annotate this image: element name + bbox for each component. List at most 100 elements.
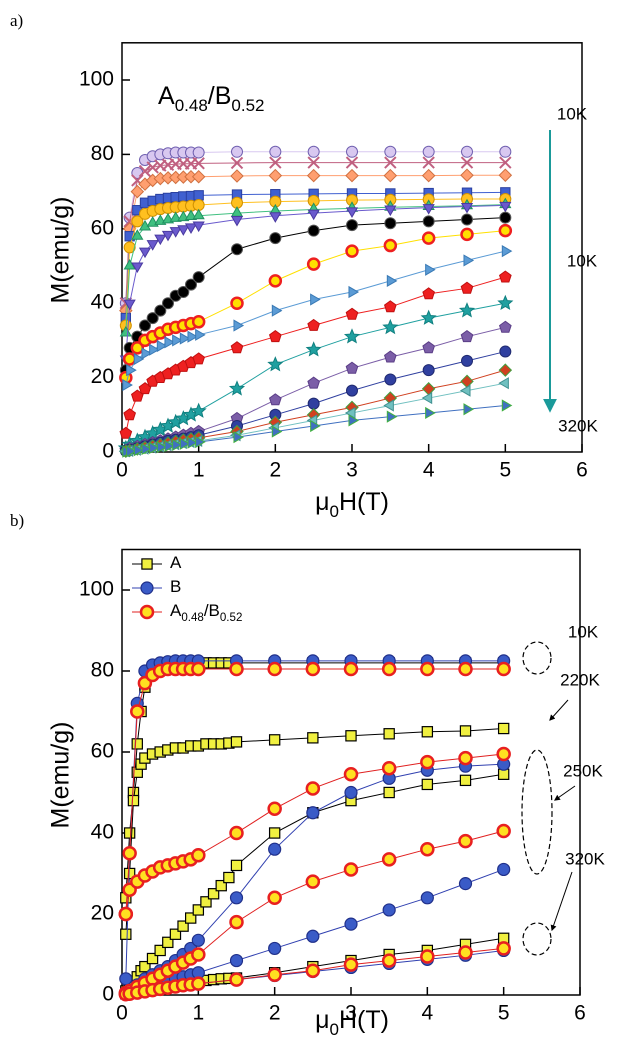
marker	[230, 341, 244, 354]
marker	[223, 871, 235, 884]
marker	[460, 374, 474, 389]
inset-label: A0.48/B0.52	[158, 82, 265, 115]
annotation: 220K	[560, 670, 600, 689]
series-line	[125, 230, 506, 378]
x-tick-label: 5	[498, 1002, 510, 1025]
y-tick-label: 0	[102, 983, 114, 1006]
marker	[269, 232, 282, 245]
marker	[345, 307, 359, 320]
legend: AB A0.48/B0.52	[132, 553, 242, 624]
pointer-group	[549, 699, 576, 932]
x-tick-label: 3	[346, 459, 358, 482]
marker	[348, 414, 360, 427]
marker	[123, 241, 136, 254]
marker	[162, 936, 174, 949]
marker	[169, 928, 182, 940]
marker	[172, 334, 183, 347]
marker	[306, 929, 320, 943]
marker	[185, 278, 197, 291]
marker	[156, 339, 168, 353]
marker	[271, 304, 283, 317]
marker	[460, 330, 474, 343]
marker	[420, 841, 435, 857]
marker	[458, 877, 473, 891]
y-tick-label: 100	[79, 68, 114, 91]
marker	[421, 231, 436, 245]
marker	[192, 157, 205, 170]
marker	[230, 859, 243, 872]
marker	[459, 384, 471, 397]
marker	[149, 441, 160, 455]
marker	[306, 257, 321, 271]
x-tick-label: 4	[421, 1002, 433, 1025]
marker	[207, 888, 220, 900]
marker	[193, 190, 204, 201]
y-tick-label: 40	[91, 291, 114, 314]
marker	[191, 976, 206, 991]
marker	[138, 247, 152, 259]
marker	[498, 363, 513, 377]
marker	[422, 287, 436, 300]
marker	[420, 891, 434, 905]
marker	[229, 661, 244, 677]
marker	[156, 441, 168, 454]
marker	[268, 274, 283, 288]
marker	[345, 207, 359, 218]
marker	[271, 425, 283, 438]
x-tick-label: 1	[193, 459, 205, 482]
marker	[498, 270, 512, 283]
marker	[161, 230, 175, 242]
marker	[230, 206, 244, 217]
marker	[177, 225, 190, 236]
marker	[230, 169, 244, 183]
marker	[179, 332, 191, 345]
marker	[461, 213, 473, 226]
marker	[461, 354, 473, 367]
y-axis-label: M(emu/g)	[47, 197, 75, 304]
marker	[191, 933, 205, 947]
legend-label: B	[170, 577, 181, 596]
marker	[305, 661, 321, 677]
marker	[268, 842, 282, 856]
marker	[130, 704, 145, 719]
marker	[420, 754, 435, 770]
marker	[229, 953, 244, 968]
marker	[344, 917, 358, 931]
marker	[346, 219, 358, 232]
marker	[343, 767, 359, 782]
marker	[139, 604, 155, 620]
marker	[498, 223, 513, 238]
marker	[120, 928, 132, 940]
marker	[191, 848, 206, 863]
dashed-ellipse	[521, 749, 553, 875]
marker	[386, 274, 398, 287]
marker	[460, 281, 474, 294]
marker	[131, 215, 144, 228]
y-tick-label: 80	[91, 659, 114, 682]
panel-label: a)	[10, 11, 23, 30]
marker	[122, 378, 133, 392]
marker	[233, 319, 245, 332]
marker	[230, 215, 244, 227]
marker	[229, 914, 244, 930]
pointer-arrow	[549, 699, 569, 721]
marker	[268, 393, 282, 406]
marker	[384, 145, 397, 158]
y-tick-label: 40	[91, 821, 114, 844]
marker	[345, 168, 359, 183]
marker	[267, 356, 284, 372]
marker	[383, 238, 398, 253]
marker	[421, 382, 436, 396]
marker	[164, 336, 176, 349]
dashed-ellipse	[522, 922, 552, 956]
marker	[345, 156, 359, 169]
marker	[268, 827, 281, 839]
x-tick-label: 2	[269, 1002, 281, 1025]
marker	[231, 145, 243, 158]
marker	[310, 293, 321, 306]
marker	[496, 823, 511, 839]
marker	[343, 328, 361, 344]
x-axis-label: μ0H(T)	[315, 1006, 389, 1037]
marker	[383, 350, 397, 363]
legend-label: A0.48/B0.52	[170, 601, 242, 624]
